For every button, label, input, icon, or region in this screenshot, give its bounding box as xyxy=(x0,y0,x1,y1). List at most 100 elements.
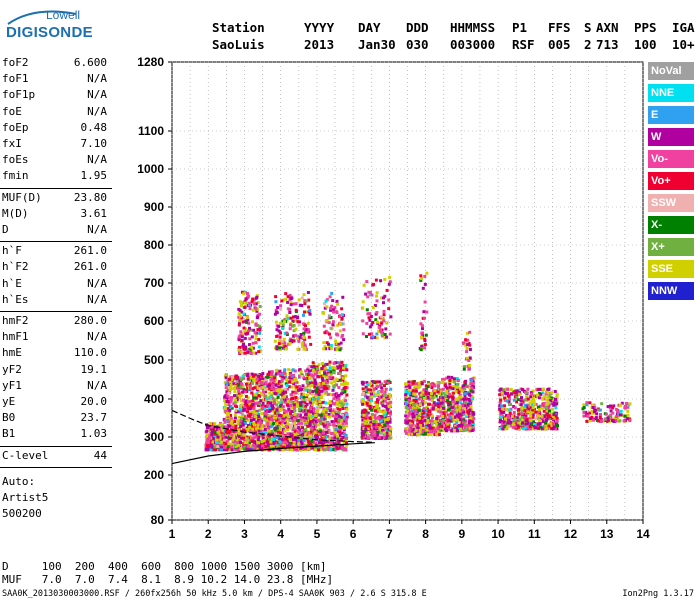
echo-point xyxy=(331,366,335,370)
echo-point xyxy=(333,384,337,388)
echo-point xyxy=(606,418,610,422)
echo-point xyxy=(383,380,387,384)
echo-point xyxy=(551,407,555,411)
echo-point xyxy=(427,423,431,427)
echo-point xyxy=(593,410,596,414)
echo-point xyxy=(464,397,468,401)
echo-point xyxy=(546,409,550,413)
echo-point xyxy=(313,385,317,389)
echo-point xyxy=(436,402,440,406)
echo-point xyxy=(239,425,243,428)
echo-point xyxy=(410,432,414,436)
echo-point xyxy=(499,426,503,430)
echo-point xyxy=(345,436,348,440)
echo-point xyxy=(274,411,277,415)
echo-point xyxy=(345,413,349,417)
echo-point xyxy=(288,380,291,384)
echo-point xyxy=(508,417,512,421)
echo-point xyxy=(300,296,304,300)
echo-point xyxy=(302,331,306,335)
echo-point xyxy=(228,428,232,432)
echo-point xyxy=(342,446,346,450)
echo-point xyxy=(271,383,275,387)
echo-point xyxy=(370,380,374,384)
echo-point xyxy=(430,422,434,426)
echo-point xyxy=(337,386,341,389)
echo-point xyxy=(241,320,245,324)
echo-point xyxy=(282,414,285,418)
echo-point xyxy=(223,399,227,403)
echo-point xyxy=(234,444,238,448)
echo-point xyxy=(505,399,509,403)
echo-point xyxy=(345,402,349,406)
echo-point xyxy=(366,383,370,387)
echo-point xyxy=(228,408,232,412)
echo-point xyxy=(307,447,311,451)
echo-point xyxy=(277,380,281,384)
echo-point xyxy=(300,440,303,444)
echo-point xyxy=(216,435,220,439)
echo-point xyxy=(269,418,273,421)
echo-point xyxy=(275,397,279,401)
echo-point xyxy=(500,425,504,428)
echo-point xyxy=(470,408,474,412)
echo-point xyxy=(342,366,345,370)
echo-point xyxy=(233,394,237,398)
echo-point xyxy=(221,423,225,427)
echo-point xyxy=(298,368,302,372)
echo-point xyxy=(331,388,335,392)
echo-point xyxy=(370,415,374,419)
echo-point xyxy=(428,426,432,430)
echo-point xyxy=(310,383,314,387)
echo-point xyxy=(464,383,468,386)
echo-point xyxy=(238,407,242,411)
echo-point xyxy=(278,369,282,373)
echo-point xyxy=(523,398,527,402)
echo-point xyxy=(271,409,275,413)
echo-point xyxy=(328,374,332,378)
echo-point xyxy=(506,416,510,419)
echo-point xyxy=(283,371,287,375)
echo-point xyxy=(298,388,302,392)
echo-point xyxy=(366,436,370,440)
echo-point xyxy=(404,385,408,389)
echo-point xyxy=(325,386,329,390)
echo-point xyxy=(451,387,455,391)
echo-point xyxy=(505,408,509,412)
echo-point xyxy=(503,391,507,395)
echo-point xyxy=(540,396,544,400)
echo-point xyxy=(220,433,224,437)
echo-point xyxy=(262,390,266,394)
echo-point xyxy=(281,432,285,436)
echo-point xyxy=(229,437,233,440)
echo-point xyxy=(315,435,319,439)
echo-point xyxy=(452,380,456,384)
echo-point xyxy=(377,425,381,429)
echo-point xyxy=(273,312,277,316)
echo-point xyxy=(554,406,558,410)
echo-point xyxy=(281,391,285,395)
echo-point xyxy=(307,409,310,413)
echo-point xyxy=(291,438,295,442)
echo-point xyxy=(374,419,378,423)
echo-point xyxy=(254,307,258,311)
echo-point xyxy=(460,389,464,393)
echo-point xyxy=(314,420,318,423)
echo-point xyxy=(246,377,250,381)
echo-point xyxy=(374,386,378,390)
echo-point xyxy=(618,419,622,423)
echo-point xyxy=(622,419,626,423)
echo-point xyxy=(257,394,261,398)
echo-point xyxy=(379,436,383,440)
echo-point xyxy=(428,402,431,406)
echo-point xyxy=(323,407,327,411)
echo-point xyxy=(321,422,325,426)
echo-point xyxy=(260,424,264,427)
echo-point xyxy=(225,400,229,403)
echo-point xyxy=(373,433,377,437)
echo-point xyxy=(419,423,423,427)
echo-point xyxy=(215,438,219,442)
echo-point xyxy=(445,421,449,425)
echo-point xyxy=(279,427,282,431)
echo-point xyxy=(544,421,548,425)
